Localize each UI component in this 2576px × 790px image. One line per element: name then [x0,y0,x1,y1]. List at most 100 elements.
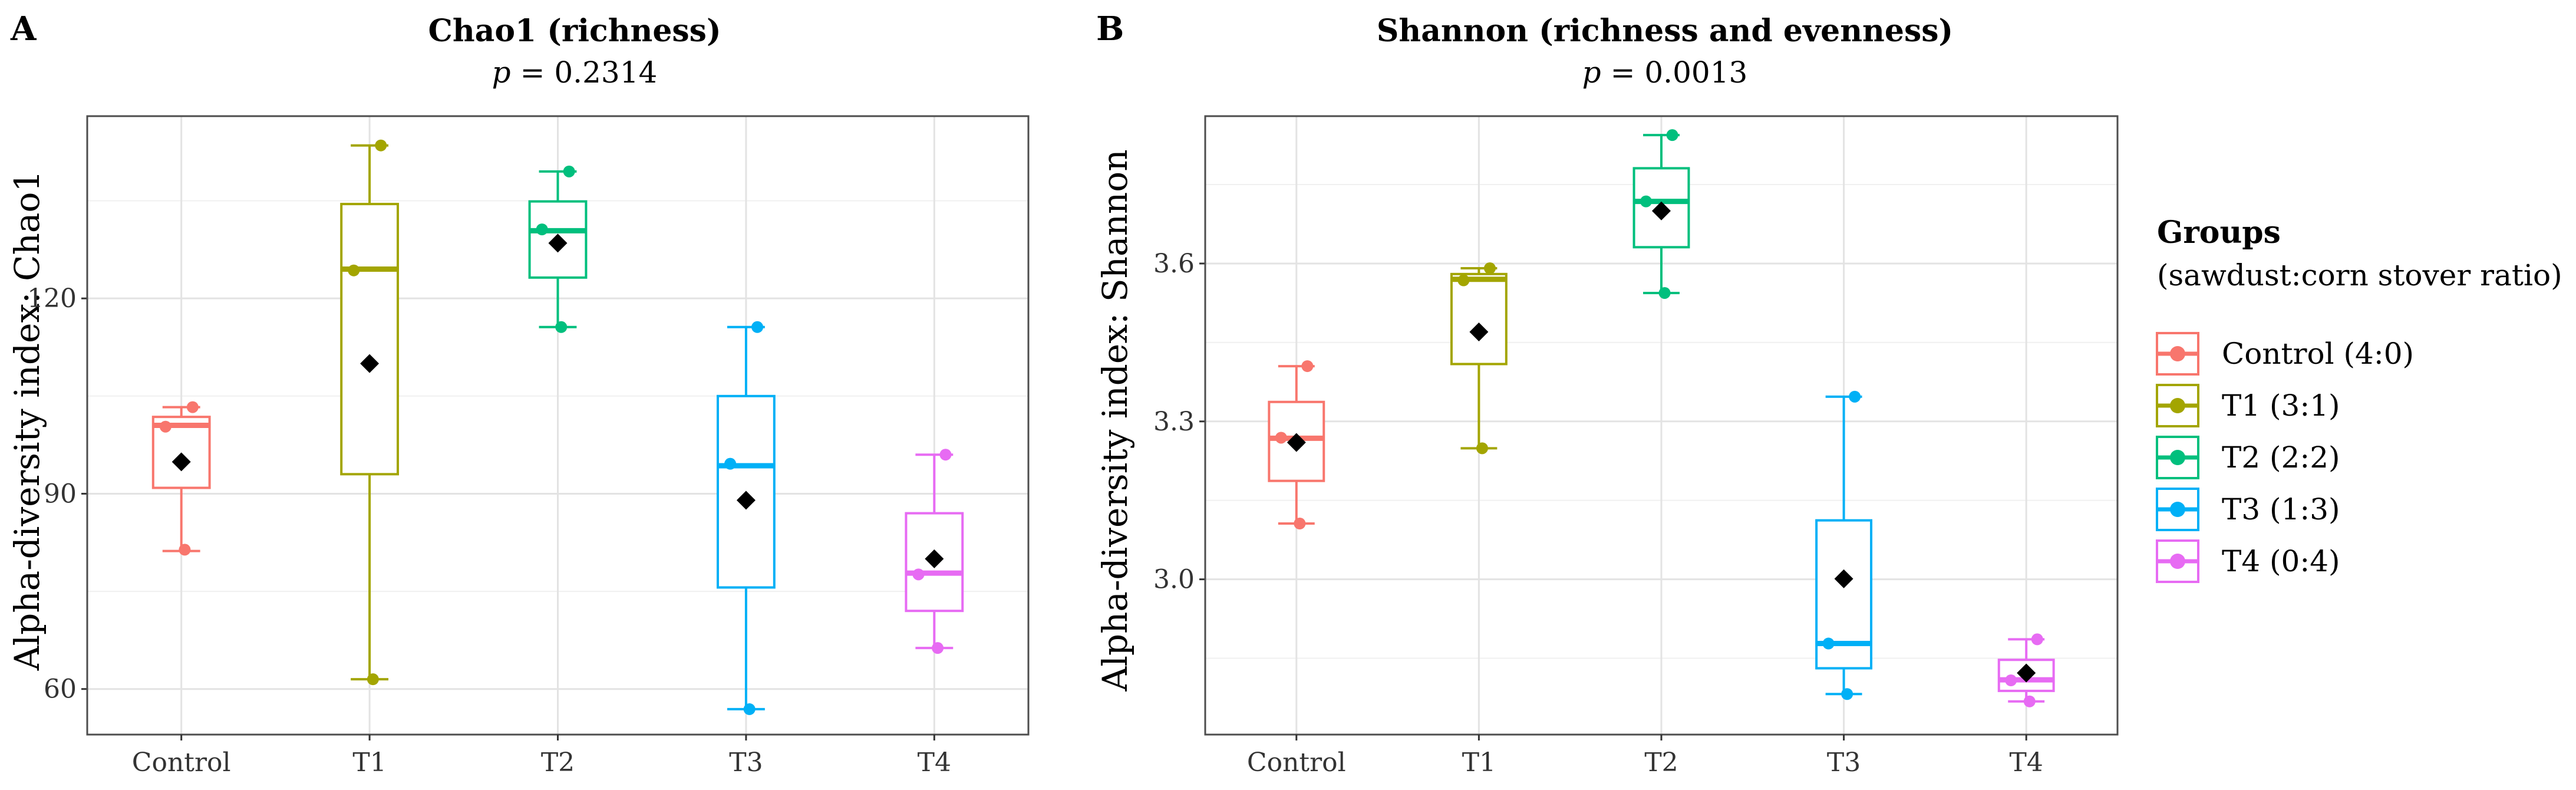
box-a-t3 [716,321,776,715]
legend-entry: Control (4:0) [2156,332,2414,376]
panel-b-y-axis-label: Alpha-diversity index: Shannon [1095,149,1135,692]
legend-entries: Control (4:0) T1 (3:1) T2 (2:2) T3 (1:3) T4 … [2156,332,2414,583]
box-a-t1 [340,139,400,686]
mean-marker [360,354,380,373]
panel-b-x-tick-label: T4 [2010,748,2043,778]
box-b-t3 [1815,390,1873,700]
panel-a-x-tick-label: T4 [918,748,951,778]
mean-marker [925,549,944,568]
data-point [912,568,925,581]
legend-entry-label: T4 (0:4) [2222,544,2340,578]
data-point [1483,262,1496,275]
data-point [179,544,191,556]
data-point [2023,695,2036,707]
legend-entry: T2 (2:2) [2156,436,2340,479]
data-point [2031,633,2043,646]
legend-key-point [2170,554,2185,569]
panel-a-y-tick-label: 60 [44,674,77,705]
legend-key-point [2170,398,2185,413]
legend-key-point [2170,450,2185,465]
box-b-control [1268,360,1325,530]
data-point [939,449,952,461]
legend-key-point [2170,502,2185,517]
panel-b-p-number: = 0.0013 [1611,55,1748,90]
panel-b-y-tick-label: 3.6 [1153,249,1195,279]
panel-b-y-tick-label: 3.0 [1153,565,1195,595]
panel-a-p-symbol: p [492,55,511,90]
mean-marker [1652,201,1671,220]
legend-entry: T3 (1:3) [2156,488,2340,531]
mean-marker [1834,569,1853,588]
data-point [1301,360,1314,373]
legend-title: Groups [2157,215,2281,251]
panel-a-x-tick-label: Control [132,748,231,778]
data-point [1666,129,1678,141]
data-point [1658,287,1671,299]
legend-subtitle: (sawdust:corn stover ratio) [2157,258,2562,292]
panel-a-letter: A [10,9,37,48]
data-point [1476,442,1488,455]
panel-b-plot-area: 3.0 3.3 3.6 Control T1 T2 T3 T4 [1153,115,2119,778]
mean-marker [171,452,191,472]
data-point [1275,432,1287,444]
legend-entry-label: T1 (3:1) [2222,389,2340,423]
box-a-control [151,401,211,556]
data-point [1849,390,1861,403]
data-point [159,420,171,433]
panel-b-x-tick-label: T1 [1462,748,1496,778]
legend-entry-label: T2 (2:2) [2222,440,2340,475]
panel-b-p-symbol: p [1582,55,1601,90]
data-point [186,401,199,413]
panel-b-x-tick-label: Control [1247,748,1346,778]
iqr-box [905,512,964,613]
iqr-box [340,203,400,476]
mean-marker [1469,322,1489,342]
data-point [2005,674,2017,687]
data-point [348,264,360,276]
panel-a-y-axis-label: Alpha-diversity index: Chao1 [7,170,47,672]
panel-a: A Chao1 (richness) p = 0.2314 Alpha-dive… [7,9,1030,778]
iqr-box [1450,272,1508,366]
panel-a-x-tick-label: T2 [541,748,575,778]
data-point [1841,688,1853,700]
data-point [751,321,764,333]
box-a-t4 [905,449,964,654]
box-b-t2 [1632,129,1690,299]
panel-a-x-tick-label: T3 [729,748,763,778]
panel-b-x-tick-label: T3 [1827,748,1861,778]
panel-a-title: Chao1 (richness) [428,13,721,49]
panel-b-x-tick-label: T2 [1644,748,1678,778]
box-b-t1 [1450,262,1508,455]
panel-b: B Shannon (richness and evenness) p = 0.… [1095,9,2119,778]
box-a-t2 [528,165,588,333]
data-point [375,139,387,152]
legend-entry: T1 (3:1) [2156,384,2340,427]
legend-entry-label: Control (4:0) [2222,337,2414,371]
mean-marker [548,233,568,253]
data-point [743,703,756,715]
legend-entry: T4 (0:4) [2156,539,2340,583]
box-b-t4 [1997,633,2055,707]
mean-marker [1287,433,1306,452]
legend-key-point [2170,346,2185,361]
data-point [563,165,575,177]
mean-marker [2017,663,2036,683]
panel-a-x-tick-label: T1 [352,748,386,778]
data-point [555,321,568,333]
panel-a-p-number: = 0.2314 [520,55,658,90]
panel-b-letter: B [1096,9,1124,48]
panel-a-y-tick-label: 90 [44,479,77,509]
data-point [367,673,379,686]
panel-a-pvalue: p = 0.2314 [492,55,658,90]
data-point [1822,637,1835,650]
data-point [1457,274,1470,287]
data-point [536,223,548,236]
legend: Groups (sawdust:corn stover ratio) Contr… [2156,215,2562,583]
panel-b-pvalue: p = 0.0013 [1582,55,1748,90]
panel-b-title: Shannon (richness and evenness) [1377,13,1953,49]
panel-a-plot-area: 60 90 120 Control T1 T2 T3 T4 [27,115,1030,778]
data-point [1640,195,1652,208]
legend-entry-label: T3 (1:3) [2222,492,2340,526]
panel-a-y-tick-label: 120 [27,284,77,314]
